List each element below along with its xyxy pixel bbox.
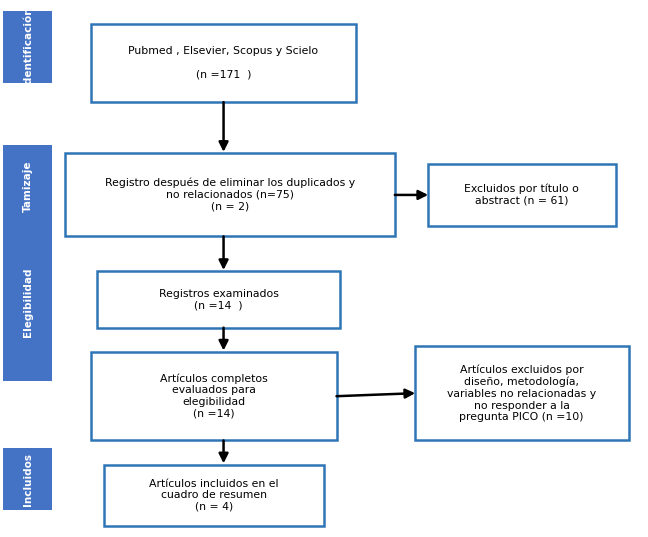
Text: Artículos incluidos en el
cuadro de resumen
(n = 4): Artículos incluidos en el cuadro de resu… [149,479,279,512]
FancyBboxPatch shape [104,465,324,526]
FancyBboxPatch shape [3,145,52,228]
Text: Excluidos por título o
abstract (n = 61): Excluidos por título o abstract (n = 61) [464,184,579,206]
FancyBboxPatch shape [65,153,395,236]
FancyBboxPatch shape [91,24,356,102]
Text: Artículos excluidos por
diseño, metodología,
variables no relacionadas y
no resp: Artículos excluidos por diseño, metodolo… [447,365,596,422]
Text: Incluidos: Incluidos [23,453,32,506]
FancyBboxPatch shape [3,11,52,83]
Text: Tamizaje: Tamizaje [23,161,32,212]
FancyBboxPatch shape [3,223,52,381]
FancyBboxPatch shape [97,271,340,328]
FancyBboxPatch shape [91,352,337,440]
Text: Registro después de eliminar los duplicados y
no relacionados (n=75)
(n = 2): Registro después de eliminar los duplica… [105,178,355,212]
Text: Registros examinados
(n =14  ): Registros examinados (n =14 ) [159,288,279,310]
FancyBboxPatch shape [3,448,52,510]
FancyBboxPatch shape [428,164,616,226]
Text: Elegibilidad: Elegibilidad [23,267,32,337]
FancyBboxPatch shape [415,346,629,440]
Text: Pubmed , Elsevier, Scopus y Scielo

(n =171  ): Pubmed , Elsevier, Scopus y Scielo (n =1… [128,47,319,79]
Text: Artículos completos
evaluados para
elegibilidad
(n =14): Artículos completos evaluados para elegi… [160,373,268,419]
Text: Identificación: Identificación [23,6,32,88]
